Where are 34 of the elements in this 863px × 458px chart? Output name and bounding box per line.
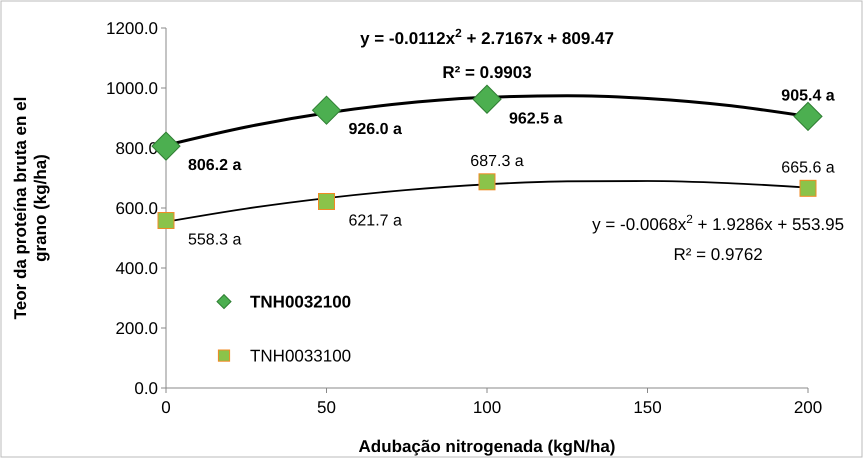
data-label: 687.3 a	[470, 152, 524, 170]
legend-label: TNH0033100	[250, 346, 352, 366]
y-tick-label: 200.0	[115, 318, 158, 338]
annotation: R² = 0.9903	[442, 63, 532, 82]
annotation: R² = 0.9762	[673, 245, 763, 264]
point	[158, 212, 174, 230]
point	[318, 192, 335, 210]
point	[800, 180, 816, 197]
annotation: y = -0.0068x$^{2}$ + 1.9286x + 553.95	[592, 212, 844, 234]
annotation: y = -0.0112x$^{2}$ + 2.7167x + 809.47	[360, 26, 614, 48]
x-axis-title: Adubação nitrogenada (kgN/ha)	[358, 437, 616, 456]
y-tick-label: 400.0	[115, 258, 158, 278]
point	[472, 84, 502, 114]
point	[312, 96, 341, 125]
x-tick-label: 50	[317, 398, 336, 417]
data-label: 926.0 a	[348, 121, 402, 138]
legend-label: TNH0032100	[250, 292, 352, 312]
y-tick-label: 600.0	[115, 198, 158, 218]
point	[794, 102, 822, 131]
data-label: 806.2 a	[188, 157, 242, 174]
data-label: 558.3 a	[188, 232, 242, 249]
y-tick-label: 1200.0	[106, 18, 158, 38]
data-label: 962.5 a	[509, 110, 562, 128]
data-label: 665.6 a	[781, 159, 835, 176]
x-tick-label: 200	[794, 398, 822, 417]
y-axis-title: Teor da proteína bruta en el grano (kg/ha)	[11, 96, 50, 320]
x-tick-label: 0	[161, 398, 171, 417]
y-tick-label: 1000.0	[106, 78, 158, 98]
point	[478, 173, 496, 190]
data-label: 621.7 a	[348, 212, 402, 230]
y-tick-label: 0.0	[134, 378, 158, 398]
x-tick-label: 100	[472, 398, 502, 417]
data-label: 905.4 a	[781, 87, 835, 104]
x-tick-label: 150	[633, 398, 662, 417]
